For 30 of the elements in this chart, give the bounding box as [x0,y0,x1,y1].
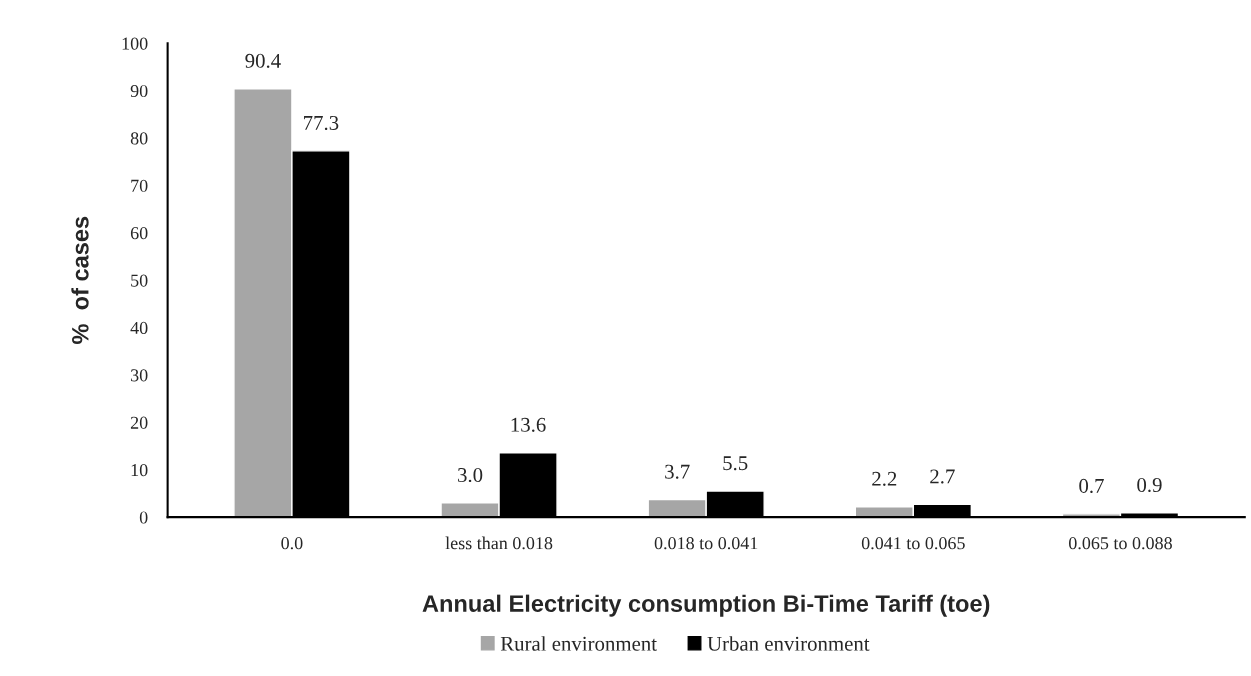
y-tick-label: 20 [130,416,148,429]
x-tick-label: less than 0.018 [445,536,553,550]
y-tick-label: 60 [130,227,148,240]
data-label: 13.6 [511,417,546,432]
x-tick-label: 0.041 to 0.065 [861,537,965,550]
y-tick-label: 90 [130,84,148,98]
x-tick-label: 0.0 [281,537,303,550]
y-tick-label: 70 [131,179,148,192]
data-label: 5.5 [723,456,748,471]
data-label: 0.7 [1079,478,1104,494]
legend-label: Rural environment [500,636,657,651]
y-tick-label: 100 [122,37,148,50]
y-tick-label: 40 [130,321,148,335]
legend-label: Urban environment [707,636,870,651]
y-tick-label: 30 [131,369,148,382]
data-label: 90.4 [245,53,281,68]
data-label: 0.9 [1137,477,1162,493]
data-label: 3.7 [665,464,690,479]
y-axis-title: % of cases [71,216,89,344]
x-tick-label: 0.065 to 0.088 [1068,537,1172,550]
y-tick-label: 0 [139,511,148,524]
data-label: 3.0 [458,467,483,483]
x-axis-title: Annual Electricity consumption Bi-Time Tariff (toe) [422,594,990,617]
data-label: 2.2 [872,471,897,486]
data-label: 77.3 [304,115,339,131]
y-tick-label: 10 [131,464,148,477]
x-tick-label: 0.018 to 0.041 [654,537,758,550]
y-tick-label: 50 [131,274,148,287]
y-tick-label: 80 [130,132,148,145]
data-label: 2.7 [930,469,955,484]
